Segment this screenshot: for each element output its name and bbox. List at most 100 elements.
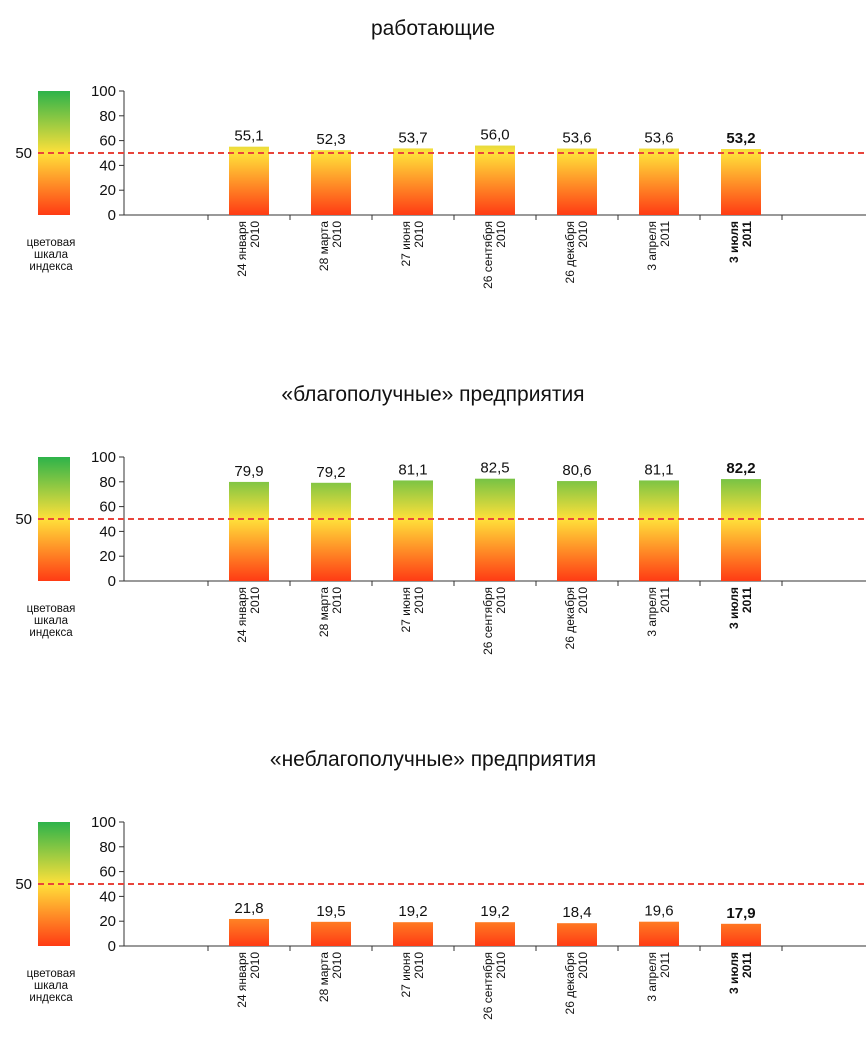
y-tick-label: 40 xyxy=(99,888,116,905)
bar xyxy=(229,146,269,215)
x-category-line1: 24 января xyxy=(235,952,249,1008)
y-tick-label: 40 xyxy=(99,157,116,174)
x-category-line2: 2011 xyxy=(658,221,672,247)
x-category-line2: 2010 xyxy=(248,221,262,248)
y-tick-label: 0 xyxy=(108,207,116,224)
x-category-line1: 27 июня xyxy=(399,952,413,998)
x-category-line1: 3 июля xyxy=(727,952,741,994)
x-category-line2: 2010 xyxy=(330,952,344,979)
color-scale-caption-line: индекса xyxy=(29,992,73,1004)
y-tick-label: 80 xyxy=(99,474,116,491)
bar xyxy=(475,478,515,581)
x-category-label: 24 января2010 xyxy=(235,221,262,277)
y-tick-label: 80 xyxy=(99,108,116,125)
chart-panel-2: «благополучные» предприятия цветовая шкала… xyxy=(15,383,866,655)
x-category-label: 3 апреля2011 xyxy=(645,221,672,271)
bar-value-label: 82,2 xyxy=(726,460,755,477)
color-scale-caption: цветовая шкала индекса xyxy=(27,603,76,639)
x-category-line2: 2011 xyxy=(740,587,754,613)
x-category-line1: 3 июля xyxy=(727,587,741,629)
x-category-label: 26 декабря2010 xyxy=(563,221,590,284)
x-category-line1: 28 марта xyxy=(317,587,331,637)
y-tick-label: 20 xyxy=(99,913,116,930)
bar-value-label: 19,2 xyxy=(480,903,509,920)
bar-value-label: 80,6 xyxy=(562,462,591,479)
bar xyxy=(721,923,761,946)
bar xyxy=(475,145,515,215)
x-category-label: 26 сентября2010 xyxy=(481,587,508,655)
x-category-line2: 2011 xyxy=(740,221,754,247)
color-scale-caption-line: цветовая xyxy=(27,968,76,980)
x-category-label: 26 декабря2010 xyxy=(563,952,590,1015)
bar xyxy=(229,918,269,946)
bar xyxy=(393,922,433,946)
reference-label: 50 xyxy=(15,876,32,893)
bar xyxy=(721,479,761,581)
x-category-line2: 2010 xyxy=(248,587,262,614)
chart-panel-1: работающие цветовая шкала индекса 0 20 40 60 80 1… xyxy=(15,17,866,289)
chart-title: «благополучные» предприятия xyxy=(281,383,584,406)
bar-value-label: 82,5 xyxy=(480,460,509,477)
x-category-line1: 3 апреля xyxy=(645,221,659,271)
x-category-line2: 2010 xyxy=(248,952,262,979)
bar xyxy=(393,480,433,581)
x-category-line1: 28 марта xyxy=(317,952,331,1002)
x-category-label: 28 марта2010 xyxy=(317,221,344,271)
bar xyxy=(311,921,351,946)
x-category-line1: 26 сентября xyxy=(481,587,495,655)
bar-value-label: 53,6 xyxy=(562,130,591,147)
bar xyxy=(393,148,433,215)
bar-value-label: 81,1 xyxy=(398,461,427,478)
bar xyxy=(639,921,679,946)
x-category-line2: 2011 xyxy=(740,952,754,978)
x-category-line2: 2010 xyxy=(576,952,590,979)
x-category-label: 3 апреля2011 xyxy=(645,587,672,637)
x-category-line2: 2010 xyxy=(330,221,344,248)
x-category-line2: 2010 xyxy=(576,587,590,614)
bar xyxy=(311,150,351,215)
x-category-line1: 26 декабря xyxy=(563,221,577,283)
bar-value-label: 79,2 xyxy=(316,464,345,481)
bar-value-label: 21,8 xyxy=(234,900,263,917)
x-category-label: 24 января2010 xyxy=(235,952,262,1008)
bar-value-label: 19,5 xyxy=(316,903,345,920)
y-tick-label: 80 xyxy=(99,839,116,856)
x-category-label: 27 июня2010 xyxy=(399,221,426,267)
x-category-label: 3 июля2011 xyxy=(727,587,754,629)
y-tick-label: 60 xyxy=(99,133,116,150)
y-tick-label: 100 xyxy=(91,449,116,466)
y-tick-label: 60 xyxy=(99,499,116,516)
x-category-line2: 2011 xyxy=(658,952,672,978)
reference-label: 50 xyxy=(15,511,32,528)
reference-label: 50 xyxy=(15,145,32,162)
bar xyxy=(311,482,351,581)
x-category-label: 24 января2010 xyxy=(235,587,262,643)
color-scale-caption-line: цветовая xyxy=(27,237,76,249)
bar xyxy=(557,148,597,215)
x-category-label: 3 июля2011 xyxy=(727,221,754,263)
chart-title: «неблагополучные» предприятия xyxy=(270,748,596,771)
bar xyxy=(639,480,679,581)
x-category-line2: 2010 xyxy=(494,587,508,614)
x-category-line1: 3 июля xyxy=(727,221,741,263)
x-category-label: 28 марта2010 xyxy=(317,952,344,1002)
x-category-line2: 2010 xyxy=(494,952,508,979)
x-category-line1: 27 июня xyxy=(399,221,413,267)
x-category-line2: 2010 xyxy=(412,952,426,979)
x-category-label: 27 июня2010 xyxy=(399,952,426,998)
color-scale-caption: цветовая шкала индекса xyxy=(27,237,76,273)
chart-title: работающие xyxy=(371,17,495,40)
bar xyxy=(229,481,269,581)
x-category-label: 27 июня2010 xyxy=(399,587,426,633)
bar-value-label: 56,0 xyxy=(480,127,509,144)
bar xyxy=(475,922,515,946)
y-tick-label: 100 xyxy=(91,83,116,100)
color-scale-caption-line: индекса xyxy=(29,261,73,273)
x-category-line2: 2010 xyxy=(412,587,426,614)
x-category-line1: 26 декабря xyxy=(563,952,577,1014)
x-category-label: 26 сентября2010 xyxy=(481,221,508,289)
y-tick-label: 40 xyxy=(99,523,116,540)
x-category-label: 3 апреля2011 xyxy=(645,952,672,1002)
